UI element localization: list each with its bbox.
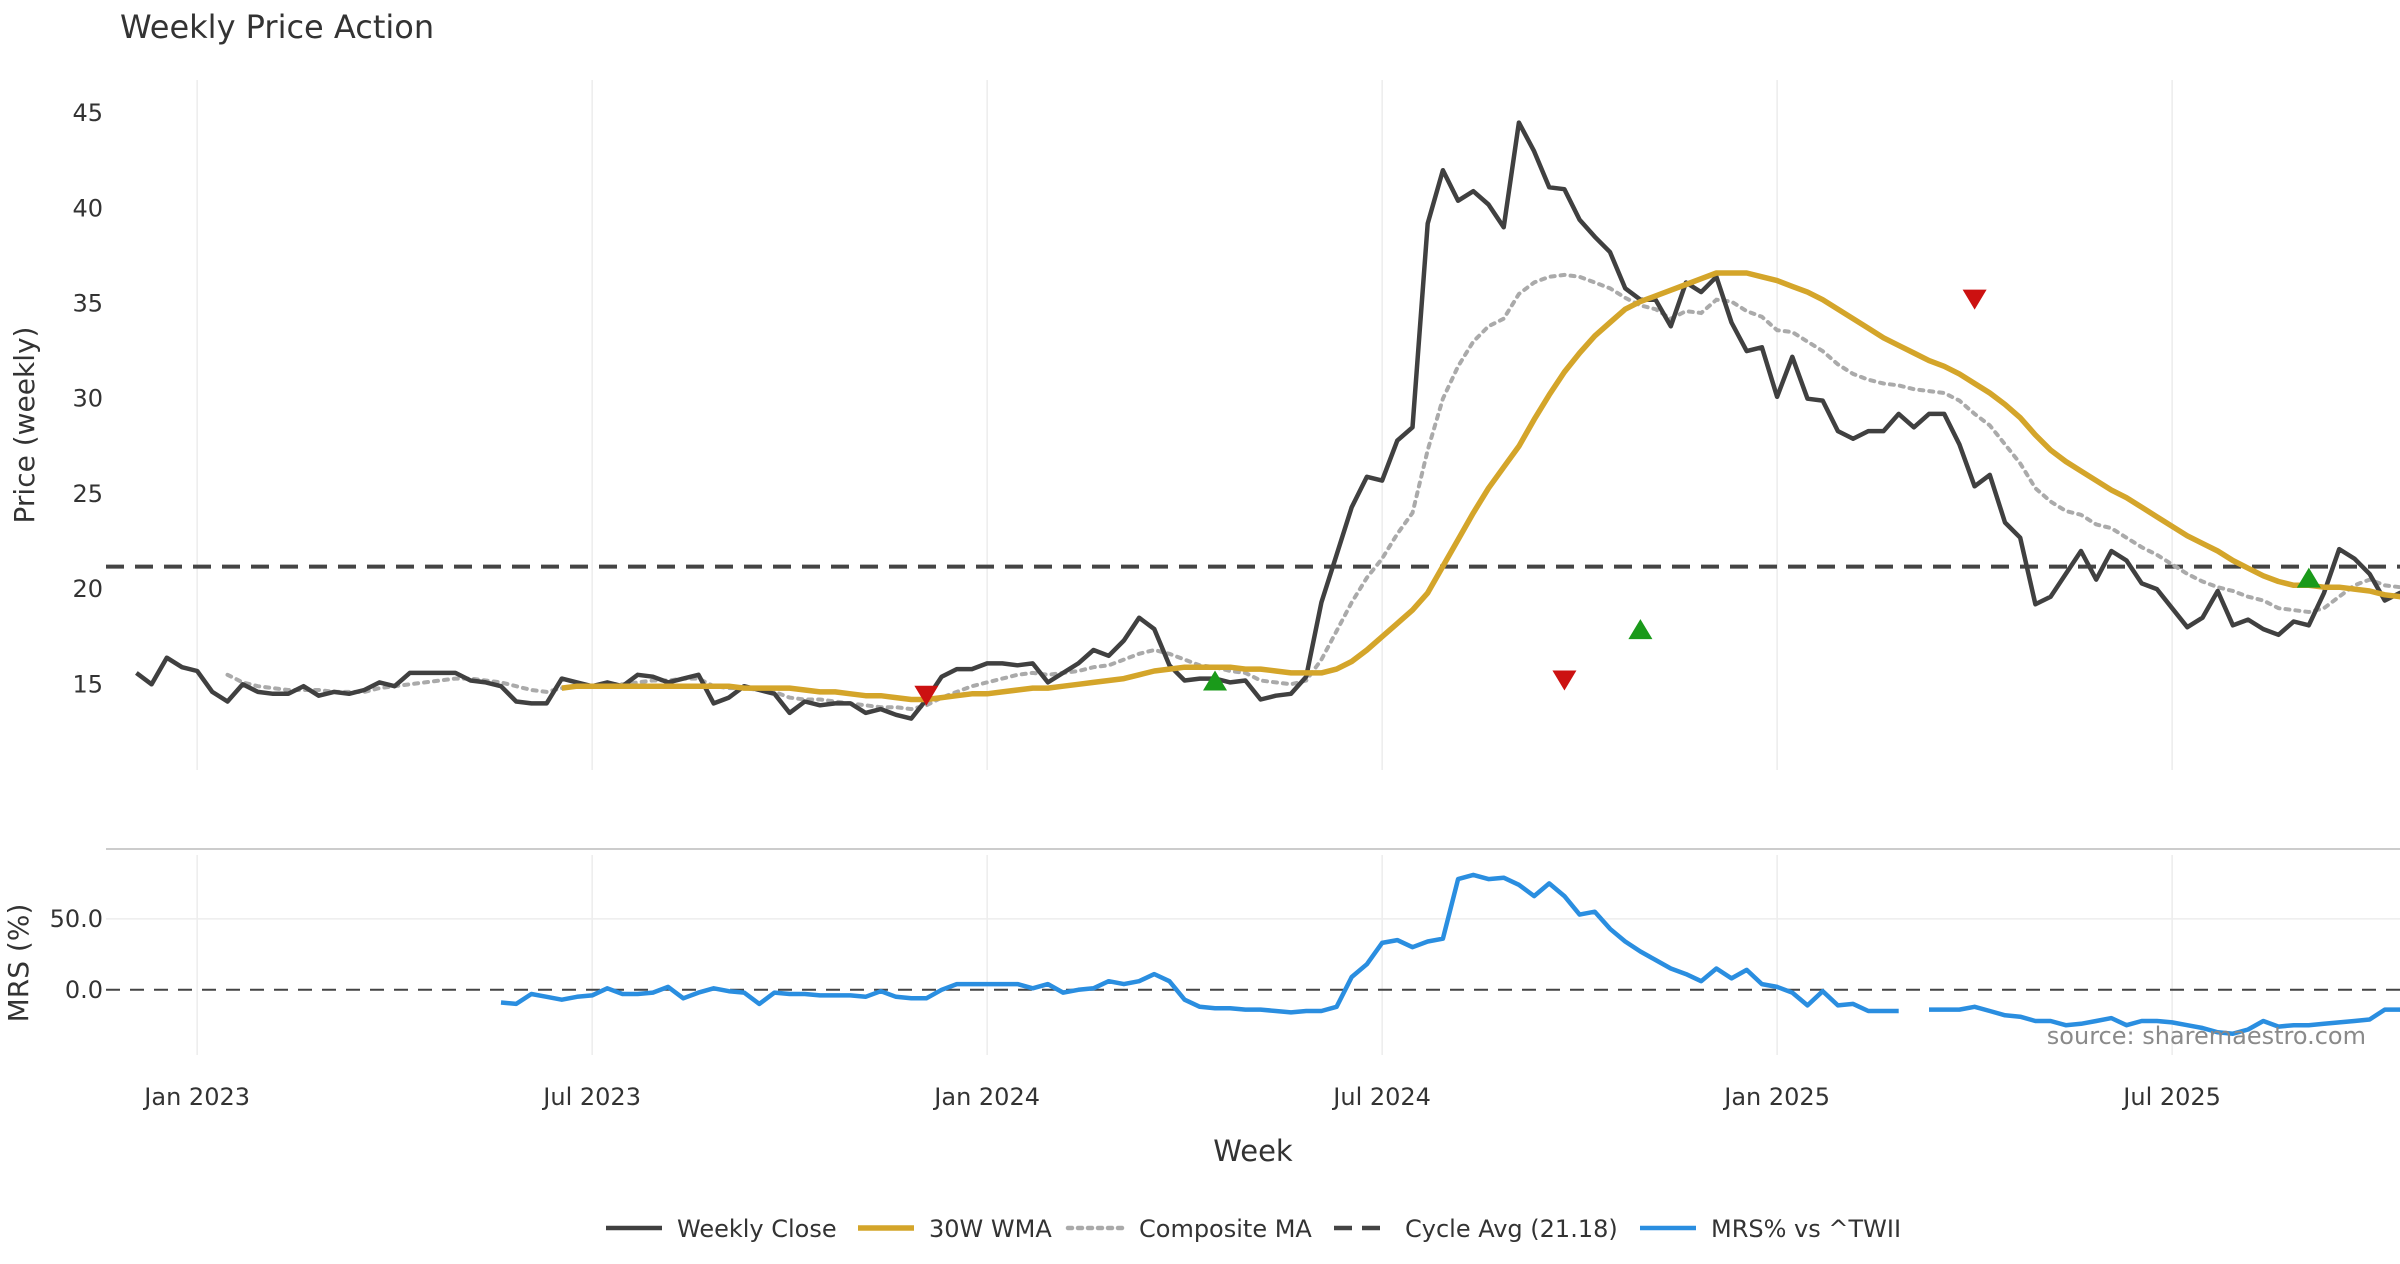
- legend-label: 30W WMA: [929, 1215, 1052, 1243]
- legend-item: MRS% vs ^TWII: [1640, 1215, 1901, 1243]
- legend-label: Cycle Avg (21.18): [1405, 1215, 1618, 1243]
- x-tick-label: Jan 2023: [142, 1083, 250, 1111]
- wma-30w-line: [562, 273, 2400, 700]
- price-series: [106, 123, 2400, 719]
- legend-label: Weekly Close: [677, 1215, 837, 1243]
- x-tick-label: Jan 2024: [932, 1083, 1040, 1111]
- price-y-tick-label: 45: [72, 99, 103, 127]
- mrs-y-tick-label: 50.0: [50, 905, 103, 933]
- legend-item: Weekly Close: [606, 1215, 837, 1243]
- x-axis-ticks: Jan 2023 Jul 2023 Jan 2024 Jul 2024 Jan 2025…: [142, 1083, 2221, 1111]
- price-y-tick-label: 20: [72, 575, 103, 603]
- price-y-tick-label: 35: [72, 289, 103, 317]
- mrs-y-axis-label: MRS (%): [2, 904, 35, 1023]
- price-y-tick-label: 25: [72, 480, 103, 508]
- signal-markers: [914, 290, 2320, 706]
- legend-item: 30W WMA: [858, 1215, 1052, 1243]
- weekly-close-line: [136, 123, 2400, 719]
- mrs-y-tick-label: 0.0: [65, 976, 103, 1004]
- chart-title: Weekly Price Action: [120, 8, 434, 46]
- price-y-ticks: 15 20 25 30 35 40 45: [72, 99, 103, 698]
- x-tick-label: Jan 2025: [1722, 1083, 1830, 1111]
- x-tick-label: Jul 2025: [2121, 1083, 2221, 1111]
- sell-signal-marker: [1963, 290, 1987, 310]
- mrs-line: [501, 875, 2400, 1034]
- mrs-series: [501, 875, 2400, 1034]
- buy-signal-marker: [1628, 619, 1652, 639]
- x-tick-label: Jul 2023: [541, 1083, 641, 1111]
- price-y-tick-label: 30: [72, 385, 103, 413]
- x-axis-label: Week: [1213, 1134, 1293, 1168]
- legend-label: MRS% vs ^TWII: [1711, 1215, 1901, 1243]
- legend-item: Composite MA: [1068, 1215, 1312, 1243]
- price-y-tick-label: 15: [72, 670, 103, 698]
- price-y-axis-label: Price (weekly): [8, 327, 41, 524]
- legend-item: Cycle Avg (21.18): [1334, 1215, 1618, 1243]
- sell-signal-marker: [1552, 671, 1576, 691]
- mrs-y-ticks: 0.0 50.0: [50, 905, 103, 1004]
- x-tick-label: Jul 2024: [1331, 1083, 1431, 1111]
- legend-label: Composite MA: [1139, 1215, 1312, 1243]
- legend: Weekly Close 30W WMA Composite MA Cycle Avg…: [606, 1215, 1901, 1243]
- buy-signal-marker: [2297, 568, 2321, 588]
- source-note: source: sharemaestro.com: [2047, 1022, 2366, 1050]
- price-y-tick-label: 40: [72, 194, 103, 222]
